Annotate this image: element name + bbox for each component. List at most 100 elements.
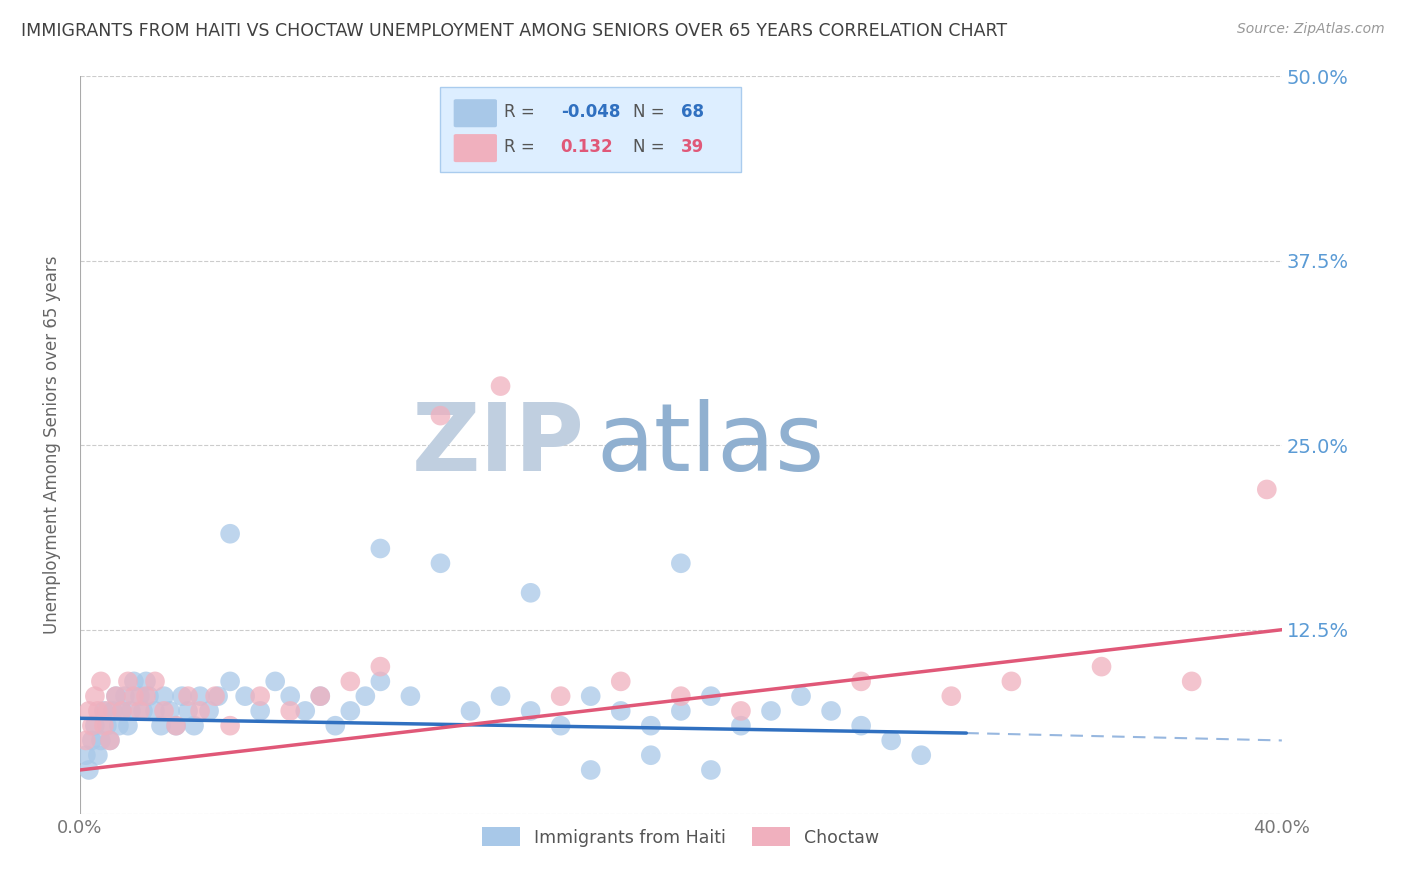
Point [204,689,226,703]
Text: 39: 39 [681,138,704,156]
Text: IMMIGRANTS FROM HAITI VS CHOCTAW UNEMPLOYMENT AMONG SENIORS OVER 65 YEARS CORREL: IMMIGRANTS FROM HAITI VS CHOCTAW UNEMPLO… [21,22,1007,40]
Point [309,689,332,703]
Text: 0.132: 0.132 [561,138,613,156]
Point [129,704,152,718]
Point [730,719,752,733]
Point [93,704,115,718]
Point [90,733,112,747]
Point [153,689,176,703]
Point [143,704,166,718]
Point [610,674,633,689]
Text: R =: R = [505,138,540,156]
FancyBboxPatch shape [454,134,496,162]
Point [122,689,145,703]
Point [219,526,242,541]
Point [77,704,100,718]
FancyBboxPatch shape [454,99,496,128]
Point [80,719,103,733]
Point [170,689,193,703]
Point [83,689,105,703]
Point [117,674,139,689]
Point [489,379,512,393]
Point [579,763,602,777]
Point [96,704,118,718]
Point [138,689,160,703]
Point [249,689,271,703]
Point [122,674,145,689]
FancyBboxPatch shape [440,87,741,172]
Text: ZIP: ZIP [412,399,585,491]
Point [83,719,105,733]
Point [135,689,157,703]
Point [132,704,155,718]
Point [135,674,157,689]
Point [550,719,572,733]
Point [188,704,211,718]
Point [370,659,392,673]
Point [101,704,124,718]
Point [87,704,110,718]
Point [198,704,221,718]
Point [264,674,287,689]
Point [700,689,723,703]
Point [339,704,361,718]
Text: Source: ZipAtlas.com: Source: ZipAtlas.com [1237,22,1385,37]
Point [98,733,121,747]
Point [550,689,572,703]
Point [399,689,422,703]
Point [233,689,256,703]
Point [80,733,103,747]
Point [177,689,200,703]
Point [177,704,200,718]
Point [370,541,392,556]
Point [114,689,136,703]
Point [165,719,187,733]
Point [700,763,723,777]
Point [111,704,134,718]
Point [104,689,127,703]
Point [188,689,211,703]
Point [640,748,662,763]
Point [910,748,932,763]
Point [579,689,602,703]
Point [849,674,872,689]
Point [1256,483,1278,497]
Point [207,689,229,703]
Text: -0.048: -0.048 [561,103,620,121]
Point [1090,659,1112,673]
Point [640,719,662,733]
Point [219,719,242,733]
Text: 68: 68 [681,103,704,121]
Point [460,704,482,718]
Point [354,689,377,703]
Text: N =: N = [633,103,669,121]
Point [278,704,301,718]
Point [111,704,134,718]
Point [165,719,187,733]
Point [429,556,451,570]
Point [96,719,118,733]
Point [339,674,361,689]
Point [669,556,692,570]
Point [1000,674,1022,689]
Point [294,704,316,718]
Point [120,704,142,718]
Y-axis label: Unemployment Among Seniors over 65 years: Unemployment Among Seniors over 65 years [44,256,60,634]
Point [104,689,127,703]
Point [77,763,100,777]
Text: R =: R = [505,103,540,121]
Point [323,719,346,733]
Point [370,674,392,689]
Point [129,689,152,703]
Point [880,733,903,747]
Point [489,689,512,703]
Point [219,674,242,689]
Text: N =: N = [633,138,669,156]
Point [790,689,813,703]
Point [87,748,110,763]
Legend: Immigrants from Haiti, Choctaw: Immigrants from Haiti, Choctaw [475,821,886,854]
Point [730,704,752,718]
Point [93,719,115,733]
Point [98,733,121,747]
Point [159,704,181,718]
